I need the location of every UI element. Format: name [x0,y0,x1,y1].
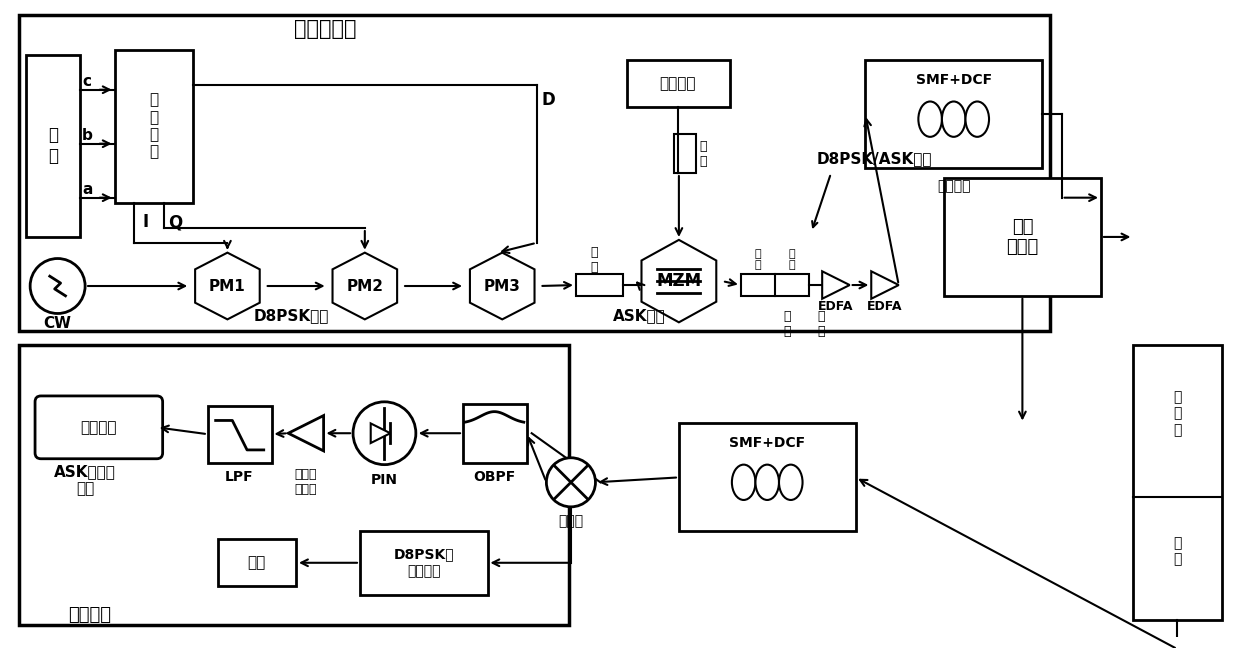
Text: PIN: PIN [371,473,398,487]
Text: 电信号
放大器: 电信号 放大器 [295,469,317,496]
Ellipse shape [966,102,990,137]
Circle shape [547,457,595,507]
Bar [20,345,569,625]
Polygon shape [822,272,849,299]
Text: 标
记: 标 记 [699,139,707,168]
Text: 插
入: 插 入 [1173,536,1182,566]
Text: CW: CW [43,316,72,331]
Polygon shape [195,253,259,319]
Text: 边缘路由器: 边缘路由器 [294,19,357,39]
Text: a: a [82,182,92,198]
Bar [208,406,272,463]
Bar [866,60,1042,168]
Polygon shape [332,253,397,319]
Text: 标记信息: 标记信息 [660,76,696,91]
Text: ASK信号解
调器: ASK信号解 调器 [55,464,117,496]
Text: c: c [83,75,92,89]
Bar [26,55,81,237]
Text: Q: Q [169,213,182,231]
Polygon shape [470,253,534,319]
Text: 耦合器: 耦合器 [558,515,584,529]
Text: OBPF: OBPF [474,470,516,485]
Ellipse shape [919,102,942,137]
Circle shape [353,402,415,465]
Ellipse shape [779,465,802,500]
Bar [360,531,487,595]
Polygon shape [872,272,899,299]
Text: LPF: LPF [224,470,253,485]
Text: D8PSK/ASK信号: D8PSK/ASK信号 [816,151,931,166]
Bar [463,404,527,463]
Ellipse shape [942,102,966,137]
Bar [20,15,1050,331]
Text: 传输链路: 传输链路 [937,179,971,193]
Bar [740,274,810,296]
Text: EDFA: EDFA [867,300,903,313]
Text: 载荷: 载荷 [248,555,267,570]
Text: D: D [542,91,556,108]
Bar [217,539,296,586]
Text: 载
荷: 载 荷 [754,249,760,270]
Text: SMF+DCF: SMF+DCF [729,436,805,450]
Ellipse shape [755,465,779,500]
Bar [678,423,856,531]
Text: ASK调制: ASK调制 [614,308,666,323]
Bar [627,60,730,108]
Text: PM1: PM1 [210,279,246,294]
Text: 目的节点: 目的节点 [68,606,112,624]
Text: D8PSK调制: D8PSK调制 [253,308,329,323]
Text: 标
记: 标 记 [789,249,795,270]
Text: PM3: PM3 [484,279,521,294]
FancyBboxPatch shape [35,396,162,459]
Text: 解
复
用: 解 复 用 [1173,390,1182,437]
Polygon shape [641,240,717,322]
Text: PM2: PM2 [346,279,383,294]
Polygon shape [288,415,324,451]
Text: 载
荷: 载 荷 [47,126,58,165]
Text: 载
荷: 载 荷 [784,310,791,338]
Text: SMF+DCF: SMF+DCF [915,73,992,87]
Text: 核心
路由器: 核心 路由器 [1007,218,1039,257]
Polygon shape [371,423,391,443]
Text: 标
记: 标 记 [817,310,825,338]
Bar [575,274,622,296]
Text: b: b [82,128,93,143]
Text: D8PSK信
号解调器: D8PSK信 号解调器 [393,548,454,578]
Text: 载
荷: 载 荷 [590,246,598,273]
Bar [114,51,193,203]
Text: EDFA: EDFA [818,300,853,313]
Text: MZM: MZM [656,272,702,290]
Bar [675,134,696,173]
Bar [944,178,1101,296]
Circle shape [30,259,86,314]
Text: I: I [143,213,149,231]
Text: 标记信息: 标记信息 [81,420,117,435]
Text: 差
分
编
码: 差 分 编 码 [149,93,159,159]
Bar [1133,345,1221,619]
Ellipse shape [732,465,755,500]
